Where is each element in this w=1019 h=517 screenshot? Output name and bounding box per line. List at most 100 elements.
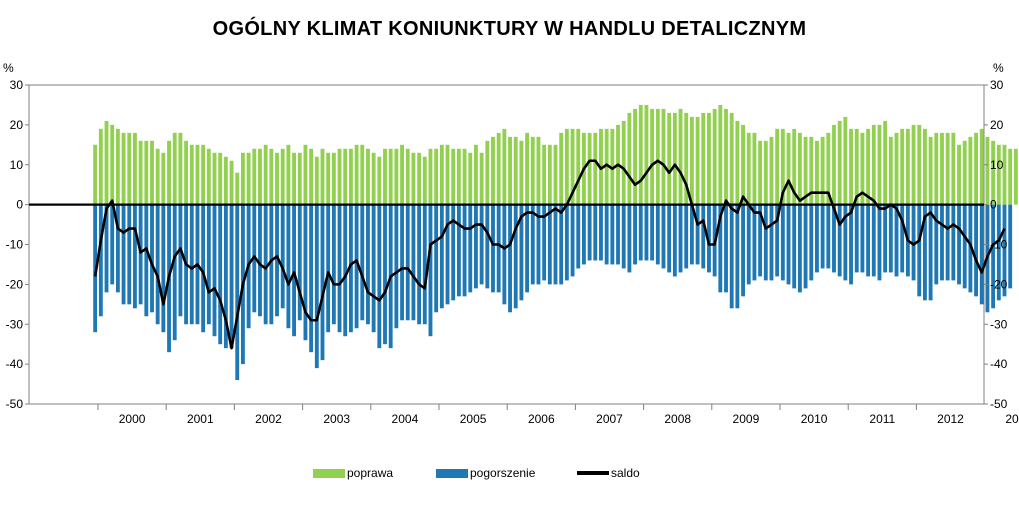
bar-poprawa: [252, 148, 257, 205]
x-year-label: 2006: [528, 412, 555, 426]
bar-pogorszenie: [161, 204, 166, 333]
bar-poprawa: [894, 132, 899, 205]
bar-pogorszenie: [513, 204, 518, 309]
bar-pogorszenie: [940, 204, 944, 281]
y-tick-label-left: 20: [10, 118, 24, 132]
bar-poprawa: [871, 124, 876, 205]
bar-poprawa: [974, 132, 978, 205]
bar-poprawa: [957, 144, 961, 205]
bar-pogorszenie: [348, 204, 353, 333]
bar-pogorszenie: [786, 204, 791, 285]
bar-pogorszenie: [843, 204, 848, 281]
legend-label-pogorszenie: pogorszenie: [470, 466, 536, 480]
bar-pogorszenie: [553, 204, 558, 285]
bar-pogorszenie: [104, 204, 109, 293]
bar-poprawa: [178, 132, 183, 205]
bar-pogorszenie: [172, 204, 177, 341]
bar-poprawa: [922, 128, 927, 205]
bar-poprawa: [451, 148, 456, 205]
bar-poprawa: [525, 132, 530, 205]
bar-poprawa: [485, 140, 490, 205]
bar-pogorszenie: [741, 204, 745, 297]
bar-poprawa: [1013, 148, 1018, 205]
x-year-label: 2002: [255, 412, 282, 426]
bar-pogorszenie: [400, 204, 404, 321]
y-tick-label-left: 30: [10, 78, 24, 92]
bar-pogorszenie: [957, 204, 961, 285]
bar-poprawa: [837, 120, 842, 205]
bar-pogorszenie: [922, 204, 927, 301]
bar-poprawa: [133, 132, 137, 205]
bar-pogorszenie: [627, 204, 632, 273]
bar-poprawa: [167, 140, 171, 205]
bar-poprawa: [240, 152, 245, 205]
bar-pogorszenie: [439, 204, 444, 309]
bar-pogorszenie: [911, 204, 916, 281]
bar-pogorszenie: [695, 204, 700, 265]
bar-pogorszenie: [610, 204, 615, 265]
y-tick-label-left: -20: [6, 277, 24, 291]
y-axis-right-unit: %: [993, 61, 1004, 75]
bar-poprawa: [150, 140, 154, 205]
bar-poprawa: [513, 136, 518, 205]
x-year-label: 2003: [323, 412, 350, 426]
bar-pogorszenie: [599, 204, 603, 261]
bar-pogorszenie: [405, 204, 410, 321]
bar-pogorszenie: [934, 204, 939, 285]
bar-poprawa: [508, 136, 512, 205]
bar-pogorszenie: [383, 204, 387, 345]
bar-pogorszenie: [144, 204, 149, 317]
bar-pogorszenie: [672, 204, 677, 277]
legend-label-saldo: saldo: [611, 466, 640, 480]
bar-poprawa: [104, 120, 109, 205]
bar-poprawa: [93, 144, 98, 205]
bar-poprawa: [314, 156, 319, 205]
bar-poprawa: [718, 104, 723, 205]
bar-poprawa: [161, 152, 166, 205]
bar-poprawa: [201, 144, 206, 205]
bar-poprawa: [456, 148, 461, 205]
bar-poprawa: [866, 128, 871, 205]
bar-poprawa: [746, 132, 751, 205]
bar-pogorszenie: [275, 204, 279, 317]
bar-pogorszenie: [377, 204, 382, 349]
bar-pogorszenie: [644, 204, 649, 261]
bar-poprawa: [184, 140, 189, 205]
x-year-label: 2000: [119, 412, 146, 426]
bar-pogorszenie: [797, 204, 802, 293]
bar-poprawa: [326, 152, 331, 205]
bar-poprawa: [678, 108, 683, 205]
bar-poprawa: [701, 112, 706, 205]
bar-pogorszenie: [292, 204, 296, 337]
bar-pogorszenie: [746, 204, 751, 285]
bar-pogorszenie: [133, 204, 137, 309]
bar-poprawa: [860, 132, 865, 205]
bar-poprawa: [417, 152, 422, 205]
bar-pogorszenie: [451, 204, 456, 301]
bar-pogorszenie: [581, 204, 586, 265]
bar-pogorszenie: [508, 204, 512, 313]
bar-poprawa: [439, 144, 444, 205]
bar-poprawa: [405, 148, 410, 205]
bar-poprawa: [911, 124, 916, 205]
bar-poprawa: [803, 136, 808, 205]
bar-poprawa: [366, 148, 370, 205]
bar-poprawa: [945, 132, 950, 205]
bar-poprawa: [610, 128, 615, 205]
bar-pogorszenie: [996, 204, 1001, 301]
bar-poprawa: [388, 148, 393, 205]
bar-pogorszenie: [775, 204, 780, 277]
bar-poprawa: [780, 128, 785, 205]
bar-pogorszenie: [394, 204, 399, 329]
bar-poprawa: [263, 144, 268, 205]
bar-poprawa: [144, 140, 149, 205]
bar-poprawa: [900, 128, 905, 205]
y-tick-label-left: -30: [6, 317, 24, 331]
bar-pogorszenie: [707, 204, 711, 273]
bar-poprawa: [258, 148, 262, 205]
bar-pogorszenie: [564, 204, 569, 281]
bar-poprawa: [360, 144, 365, 205]
bar-poprawa: [536, 136, 541, 205]
bar-pogorszenie: [98, 204, 103, 317]
bar-poprawa: [724, 108, 728, 205]
